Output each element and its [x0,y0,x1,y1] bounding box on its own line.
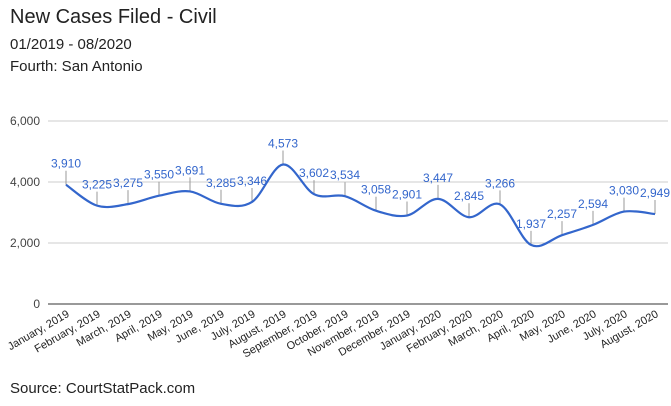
data-label: 3,285 [206,176,236,190]
data-label: 4,573 [268,137,298,151]
chart-subtitle-date-range: 01/2019 - 08/2020 [10,36,132,53]
data-label: 3,275 [113,176,143,190]
data-label: 3,447 [423,171,453,185]
data-label: 3,691 [175,163,205,177]
series-line [65,163,656,248]
data-label: 3,602 [299,166,329,180]
data-label: 3,058 [361,183,391,197]
y-tick-label: 0 [33,297,40,311]
data-label: 2,901 [392,188,422,202]
data-label: 2,594 [578,197,608,211]
y-tick-label: 4,000 [10,175,40,189]
data-label: 3,910 [51,157,81,171]
data-label: 3,550 [144,168,174,182]
data-label: 3,534 [330,168,360,182]
data-label: 3,225 [82,178,112,192]
data-label: 3,346 [237,174,267,188]
data-label: 1,937 [516,217,546,231]
data-label: 2,257 [547,207,577,221]
y-tick-label: 2,000 [10,236,40,250]
chart-subtitle-court: Fourth: San Antonio [10,58,143,75]
chart-source: Source: CourtStatPack.com [10,380,196,397]
chart-title: New Cases Filed - Civil [10,6,217,28]
data-label: 2,949 [640,186,670,200]
data-label: 3,030 [609,184,639,198]
data-label: 3,266 [485,176,515,190]
data-label: 2,845 [454,189,484,203]
y-tick-label: 6,000 [10,114,40,128]
